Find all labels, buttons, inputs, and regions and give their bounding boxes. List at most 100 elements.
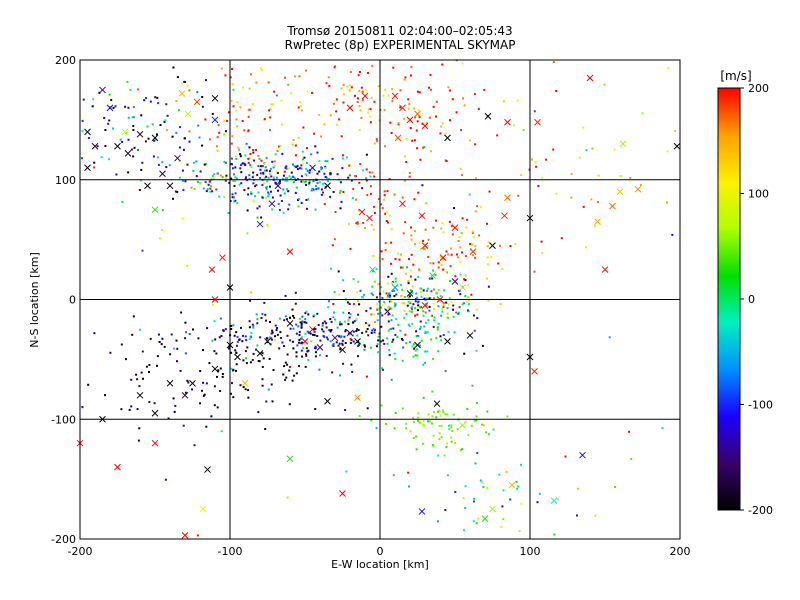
data-dot: [110, 99, 113, 101]
data-dot: [81, 157, 83, 160]
data-dot: [180, 311, 183, 314]
data-point-cross: [211, 116, 219, 124]
data-dot: [304, 365, 307, 368]
data-dot: [213, 385, 216, 388]
data-dot: [267, 388, 270, 391]
data-dot: [361, 169, 364, 172]
data-dot: [140, 114, 143, 117]
data-dot: [455, 311, 458, 314]
data-dot: [212, 304, 214, 306]
data-dot: [358, 89, 361, 92]
data-dot: [310, 189, 313, 192]
data-dot: [391, 340, 394, 343]
data-dot: [223, 195, 226, 198]
data-dot: [486, 277, 488, 280]
data-dot: [271, 160, 274, 163]
data-dot: [348, 312, 350, 314]
data-dot: [387, 294, 390, 297]
data-dot: [296, 168, 299, 171]
chart-subtitle: RwPretec (8p) EXPERIMENTAL SKYMAP: [284, 38, 516, 52]
data-dot: [304, 312, 307, 315]
data-dot: [236, 340, 239, 343]
data-dot: [300, 324, 303, 327]
data-dot: [199, 182, 202, 184]
data-dot: [341, 343, 344, 346]
data-dot: [252, 326, 255, 329]
data-dot: [333, 102, 335, 105]
data-dot: [475, 522, 478, 525]
data-dot: [416, 348, 419, 351]
data-dot: [450, 426, 453, 429]
data-dot: [449, 280, 451, 282]
data-dot: [456, 428, 459, 431]
data-dot: [361, 331, 364, 334]
data-dot: [178, 146, 181, 149]
data-dot: [156, 133, 158, 136]
data-dot: [188, 140, 191, 143]
data-point-cross: [418, 212, 426, 220]
data-dot: [457, 240, 460, 242]
data-dot: [296, 344, 299, 347]
data-dot: [130, 148, 133, 151]
data-dot: [136, 408, 139, 411]
data-dot: [284, 315, 287, 318]
data-dot: [316, 151, 319, 154]
data-dot: [355, 317, 358, 320]
data-dot: [142, 377, 144, 380]
data-dot: [360, 116, 363, 119]
data-dot: [613, 148, 616, 151]
data-dot: [269, 170, 271, 173]
data-dot: [420, 291, 422, 293]
data-dot: [350, 86, 353, 89]
data-dot: [377, 339, 380, 342]
data-dot: [383, 342, 386, 345]
data-dot: [427, 319, 430, 322]
data-dot: [387, 275, 390, 278]
data-dot: [422, 289, 425, 292]
data-dot: [373, 205, 375, 208]
data-dot: [287, 208, 290, 211]
data-dot: [235, 177, 238, 180]
data-dot: [271, 208, 274, 211]
data-dot: [285, 168, 288, 170]
data-dot: [470, 293, 473, 296]
data-dot: [446, 307, 449, 309]
data-dot: [403, 117, 406, 120]
data-dot: [407, 300, 410, 303]
data-dot: [263, 162, 266, 165]
data-dot: [411, 306, 414, 309]
data-dot: [284, 294, 287, 297]
data-dot: [388, 293, 391, 295]
data-dot: [281, 123, 284, 126]
data-dot: [411, 322, 414, 325]
chart-title: Tromsø 20150811 02:04:00–02:05:43: [287, 24, 513, 38]
data-dot: [252, 174, 255, 177]
data-dot: [585, 149, 588, 152]
data-dot: [335, 341, 338, 344]
data-dot: [342, 362, 345, 365]
data-dot: [303, 156, 306, 159]
data-dot: [350, 363, 353, 366]
data-dot: [405, 313, 408, 316]
data-dot: [375, 138, 378, 141]
data-dot: [467, 434, 470, 437]
data-dot: [408, 310, 411, 313]
data-dot: [104, 145, 107, 147]
data-dot: [289, 327, 292, 330]
data-dot: [203, 393, 206, 396]
data-dot: [240, 182, 243, 185]
data-dot: [538, 492, 541, 495]
data-dot: [370, 292, 373, 295]
data-dot: [390, 132, 393, 134]
data-dot: [375, 296, 378, 299]
data-dot: [160, 343, 163, 346]
data-dot: [471, 384, 474, 387]
data-dot: [415, 129, 418, 132]
data-dot: [256, 173, 259, 176]
data-dot: [237, 146, 240, 149]
data-dot: [269, 167, 272, 170]
data-dot: [276, 327, 278, 329]
data-dot: [457, 311, 460, 314]
data-dot: [422, 423, 424, 426]
data-dot: [330, 320, 333, 323]
